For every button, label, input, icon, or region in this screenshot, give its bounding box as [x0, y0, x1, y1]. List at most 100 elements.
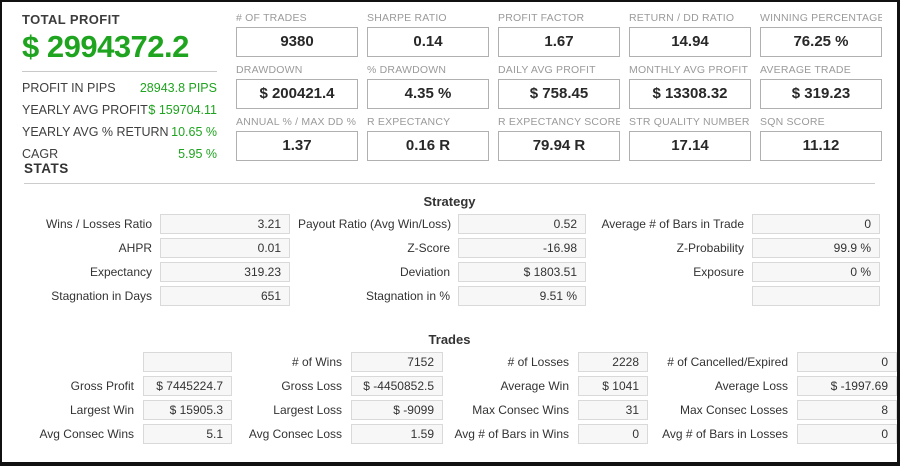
metric-label: SHARPE RATIO — [367, 12, 447, 24]
total-profit-value: $ 2994372.2 — [22, 29, 189, 64]
stat-label-stagnation-pct: Stagnation in % — [365, 289, 450, 303]
stat-label-num-losses: # of Losses — [507, 355, 569, 369]
stat-value-gross-profit: $ 7445224.7 — [143, 376, 232, 396]
summary-divider — [22, 71, 217, 72]
metric-value-box: 79.94 R — [498, 131, 620, 161]
metric-label: R EXPECTANCY SCORE — [498, 116, 620, 128]
metric-average-trade: AVERAGE TRADE $ 319.23 — [760, 64, 882, 109]
metric-value-box: 9380 — [236, 27, 358, 57]
stat-value-average-loss: $ -1997.69 — [797, 376, 897, 396]
metric-label: # OF TRADES — [236, 12, 307, 24]
metric-value-box: $ 13308.32 — [629, 79, 751, 109]
stat-value-num-losses: 2228 — [578, 352, 648, 372]
stat-value-stagnation-pct: 9.51 % — [458, 286, 586, 306]
metric-label: DRAWDOWN — [236, 64, 303, 76]
stat-value-stagnation-days: 651 — [160, 286, 290, 306]
stat-label-avg-consec-wins: Avg Consec Wins — [39, 427, 134, 441]
metric-value-box: $ 758.45 — [498, 79, 620, 109]
stat-value-empty — [752, 286, 880, 306]
stat-label-largest-win: Largest Win — [69, 403, 134, 417]
stat-value-max-consec-losses: 8 — [797, 400, 897, 420]
stat-label-z-score: Z-Score — [407, 241, 450, 255]
metric-value-box: 76.25 % — [760, 27, 882, 57]
summary-value: 28943.8 PIPS — [139, 81, 217, 95]
metric-sqn-score: SQN SCORE 11.12 — [760, 116, 882, 161]
stat-value-deviation: $ 1803.51 — [458, 262, 586, 282]
stat-label-z-probability: Z-Probability — [676, 241, 744, 255]
strategy-heading: Strategy — [423, 194, 476, 209]
stat-label-max-consec-losses: Max Consec Losses — [679, 403, 788, 417]
metric-grid: # OF TRADES 9380 SHARPE RATIO 0.14 PROFI… — [236, 12, 882, 161]
stat-label-ahpr: AHPR — [118, 241, 152, 255]
stat-label-empty — [2, 352, 134, 372]
metric-value-box: $ 200421.4 — [236, 79, 358, 109]
stat-value-num-wins: 7152 — [351, 352, 443, 372]
stat-value-avg-consec-loss: 1.59 — [351, 424, 443, 444]
metric-r-expectancy: R EXPECTANCY 0.16 R — [367, 116, 489, 161]
table-row: Avg Consec Wins 5.1 Avg Consec Loss 1.59… — [2, 424, 897, 444]
stat-value-ahpr: 0.01 — [160, 238, 290, 258]
trades-heading: Trades — [428, 332, 471, 347]
table-row: Gross Profit $ 7445224.7 Gross Loss $ -4… — [2, 376, 897, 396]
stat-label-largest-loss: Largest Loss — [273, 403, 342, 417]
summary-label: YEARLY AVG PROFIT — [22, 103, 148, 117]
stat-value-average-win: $ 1041 — [578, 376, 648, 396]
stat-value-largest-loss: $ -9099 — [351, 400, 443, 420]
metric-return-dd-ratio: RETURN / DD RATIO 14.94 — [629, 12, 751, 57]
stat-value-exposure: 0 % — [752, 262, 880, 282]
table-row: Stagnation in Days 651 Stagnation in % 9… — [2, 286, 897, 306]
summary-row-profit-in-pips: PROFIT IN PIPS 28943.8 PIPS — [22, 77, 217, 99]
table-row: AHPR 0.01 Z-Score -16.98 Z-Probability 9… — [2, 238, 897, 258]
stat-value-expectancy: 319.23 — [160, 262, 290, 282]
stat-label-expectancy: Expectancy — [89, 265, 152, 279]
stat-value-z-probability: 99.9 % — [752, 238, 880, 258]
stat-value-payout-ratio: 0.52 — [458, 214, 586, 234]
metric-str-quality-number: STR QUALITY NUMBER 17.14 — [629, 116, 751, 161]
metric-value-box: 14.94 — [629, 27, 751, 57]
trades-section: Trades # of Wins 7152 # of Losses 2228 #… — [2, 332, 897, 448]
summary-row-yearly-avg-pct-return: YEARLY AVG % RETURN 10.65 % — [22, 121, 217, 143]
metric-pct-drawdown: % DRAWDOWN 4.35 % — [367, 64, 489, 109]
trades-rows: # of Wins 7152 # of Losses 2228 # of Can… — [2, 352, 897, 444]
metric-profit-factor: PROFIT FACTOR 1.67 — [498, 12, 620, 57]
summary-label: PROFIT IN PIPS — [22, 81, 116, 95]
strategy-rows: Wins / Losses Ratio 3.21 Payout Ratio (A… — [2, 214, 897, 306]
metric-label: % DRAWDOWN — [367, 64, 447, 76]
stat-label-payout-ratio: Payout Ratio (Avg Win/Loss) — [298, 217, 452, 231]
stat-label-average-win: Average Win — [500, 379, 569, 393]
total-profit-panel: TOTAL PROFIT $ 2994372.2 PROFIT IN PIPS … — [22, 12, 217, 165]
summary-label: CAGR — [22, 147, 59, 161]
stat-label-deviation: Deviation — [399, 265, 450, 279]
stat-label-num-wins: # of Wins — [291, 355, 342, 369]
stat-label-avg-bars-in-losses: Avg # of Bars in Losses — [662, 427, 788, 441]
stat-value-empty — [143, 352, 232, 372]
stat-value-avg-bars-in-wins: 0 — [578, 424, 648, 444]
stat-value-avg-bars-in-trade: 0 — [752, 214, 880, 234]
summary-value: 10.65 % — [171, 125, 217, 139]
table-row: Wins / Losses Ratio 3.21 Payout Ratio (A… — [2, 214, 897, 234]
stat-label-stagnation-days: Stagnation in Days — [51, 289, 152, 303]
metric-num-trades: # OF TRADES 9380 — [236, 12, 358, 57]
summary-row-cagr: CAGR 5.95 % — [22, 143, 217, 165]
stat-label-gross-loss: Gross Loss — [281, 379, 342, 393]
metric-winning-percentage: WINNING PERCENTAGE 76.25 % — [760, 12, 882, 57]
metric-annual-pct-max-dd: ANNUAL % / MAX DD % 1.37 — [236, 116, 358, 161]
table-row: Largest Win $ 15905.3 Largest Loss $ -90… — [2, 400, 897, 420]
stat-label-avg-bars-in-trade: Average # of Bars in Trade — [601, 217, 744, 231]
stat-value-wins-losses-ratio: 3.21 — [160, 214, 290, 234]
stat-value-z-score: -16.98 — [458, 238, 586, 258]
stat-value-num-cancelled-expired: 0 — [797, 352, 897, 372]
metric-value-box: 1.67 — [498, 27, 620, 57]
stat-label-avg-consec-loss: Avg Consec Loss — [248, 427, 342, 441]
metric-sharpe-ratio: SHARPE RATIO 0.14 — [367, 12, 489, 57]
stat-value-gross-loss: $ -4450852.5 — [351, 376, 443, 396]
stats-divider — [24, 183, 875, 184]
stat-value-avg-consec-wins: 5.1 — [143, 424, 232, 444]
table-row: Expectancy 319.23 Deviation $ 1803.51 Ex… — [2, 262, 897, 282]
metric-label: R EXPECTANCY — [367, 116, 451, 128]
stat-label-gross-profit: Gross Profit — [70, 379, 134, 393]
metric-monthly-avg-profit: MONTHLY AVG PROFIT $ 13308.32 — [629, 64, 751, 109]
stat-label-exposure: Exposure — [693, 265, 744, 279]
metric-value-box: $ 319.23 — [760, 79, 882, 109]
